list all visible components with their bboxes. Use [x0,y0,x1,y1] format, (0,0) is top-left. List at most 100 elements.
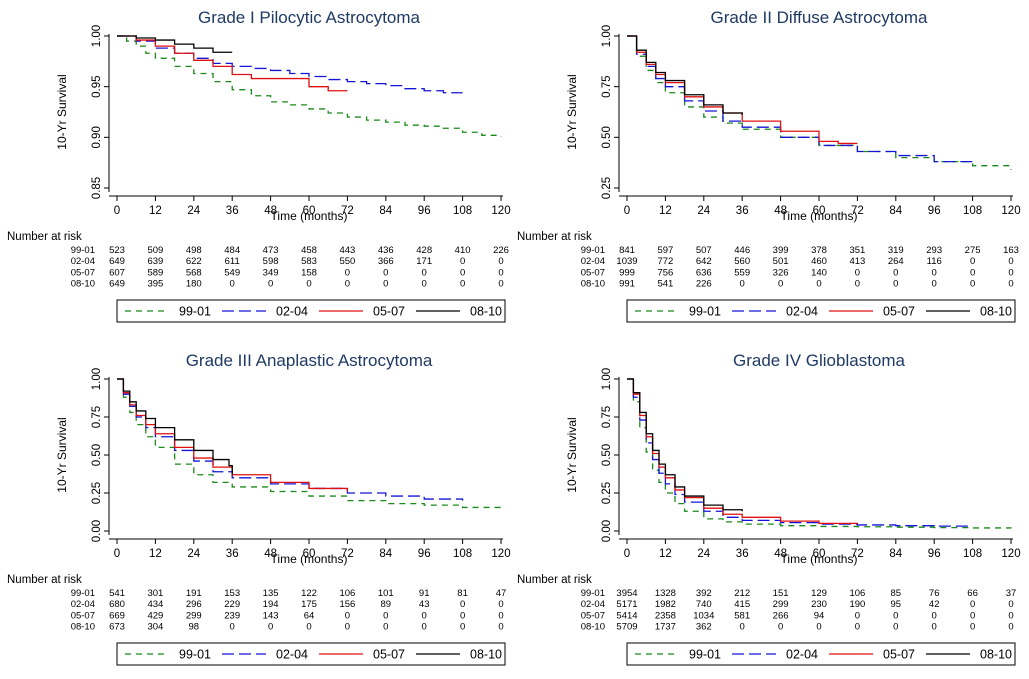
risk-cell: 0 [932,279,937,290]
y-tick-label: 1.00 [91,368,103,390]
risk-cell: 436 [378,245,394,256]
risk-cell: 122 [301,588,317,599]
risk-cell: 349 [263,267,279,278]
risk-cell: 0 [498,599,503,610]
risk-cell: 399 [773,245,789,256]
risk-cell: 101 [378,588,394,599]
risk-cell: 1034 [693,610,714,621]
risk-cell: 392 [696,588,712,599]
risk-cell: 5414 [616,610,637,621]
risk-row-label: 08-10 [71,279,95,290]
risk-cell: 151 [773,588,789,599]
risk-cell: 581 [734,610,750,621]
x-tick-label: 108 [963,548,982,560]
survival-curve-05-07 [627,378,859,525]
legend-box [626,642,1016,666]
risk-cell: 0 [1008,279,1013,290]
x-tick-label: 120 [491,205,510,217]
risk-cell: 446 [734,245,750,256]
x-tick-label: 24 [697,548,710,560]
risk-cell: 66 [967,588,978,599]
risk-row-label: 99-01 [71,245,95,256]
survival-curve-02-04 [627,35,974,164]
legend-label: 08-10 [980,648,1012,662]
risk-cell: 319 [888,245,904,256]
x-axis-title: Time (months) [271,552,348,566]
legend-label: 02-04 [786,305,818,319]
legend-box [116,642,506,666]
survival-curve-05-07 [117,35,348,92]
risk-cell: 772 [657,256,673,267]
x-tick-label: 96 [418,205,431,217]
risk-cell: 0 [1008,599,1013,610]
chart-svg: Grade II Diffuse Astrocytoma 0.25 0.50 0.75… [517,8,1021,323]
risk-cell: 37 [1006,588,1017,599]
risk-row-label: 08-10 [71,622,95,633]
risk-cell: 299 [773,599,789,610]
risk-cell: 299 [186,610,202,621]
risk-row-label: 99-01 [581,588,605,599]
x-tick-label: 24 [697,205,710,217]
risk-cell: 0 [778,622,783,633]
risk-cell: 0 [1008,256,1013,267]
risk-cell: 0 [970,599,975,610]
risk-cell: 266 [773,610,789,621]
risk-cell: 171 [416,256,432,267]
risk-cell: 0 [460,267,465,278]
risk-cell: 3954 [616,588,637,599]
survival-curve-99-01 [627,35,1012,170]
x-tick-label: 36 [226,205,239,217]
legend-label: 02-04 [786,648,818,662]
risk-cell: 473 [263,245,279,256]
risk-row-label: 99-01 [71,588,95,599]
risk-cell: 143 [263,610,279,621]
risk-cell: 460 [811,256,827,267]
risk-cell: 212 [734,588,750,599]
risk-row-label: 05-07 [581,610,605,621]
risk-cell: 106 [339,588,355,599]
x-tick-label: 84 [889,548,902,560]
x-tick-label: 84 [379,205,392,217]
chart-title: Grade IV Glioblastoma [733,351,906,370]
x-tick-label: 48 [774,205,787,217]
x-tick-label: 72 [851,205,864,217]
risk-row-label: 02-04 [71,256,95,267]
risk-cell: 541 [657,279,673,290]
risk-cell: 636 [696,267,712,278]
risk-cell: 429 [147,610,163,621]
legend-label: 08-10 [470,648,502,662]
risk-cell: 583 [301,256,317,267]
risk-table-header: Number at risk [7,574,82,586]
risk-cell: 2358 [655,610,676,621]
x-tick-label: 108 [453,548,472,560]
km-panel-grade-2: Grade II Diffuse Astrocytoma 0.25 0.50 0.75… [510,0,1024,336]
risk-cell: 0 [970,610,975,621]
risk-cell: 304 [147,622,163,633]
risk-cell: 598 [263,256,279,267]
x-axis-title: Time (months) [781,209,858,223]
risk-cell: 230 [811,599,827,610]
risk-cell: 85 [891,588,902,599]
x-tick-label: 84 [379,548,392,560]
x-tick-label: 84 [889,205,902,217]
risk-cell: 0 [498,256,503,267]
risk-cell: 0 [970,279,975,290]
chart-title: Grade II Diffuse Astrocytoma [711,8,929,27]
risk-cell: 415 [734,599,750,610]
risk-cell: 0 [306,279,311,290]
y-axis-title: 10-Yr Survival [565,417,579,492]
x-tick-label: 48 [774,548,787,560]
risk-cell: 413 [849,256,865,267]
y-tick-label: 0.90 [91,126,103,148]
y-tick-label: 0.25 [601,482,613,504]
legend-label: 08-10 [470,305,502,319]
legend-label: 05-07 [373,648,405,662]
survival-curve-08-10 [117,35,233,53]
risk-cell: 410 [455,245,471,256]
risk-row-label: 05-07 [581,267,605,278]
risk-row-label: 05-07 [71,610,95,621]
risk-cell: 0 [268,279,273,290]
risk-cell: 0 [383,267,388,278]
risk-cell: 0 [970,256,975,267]
risk-cell: 94 [814,610,825,621]
